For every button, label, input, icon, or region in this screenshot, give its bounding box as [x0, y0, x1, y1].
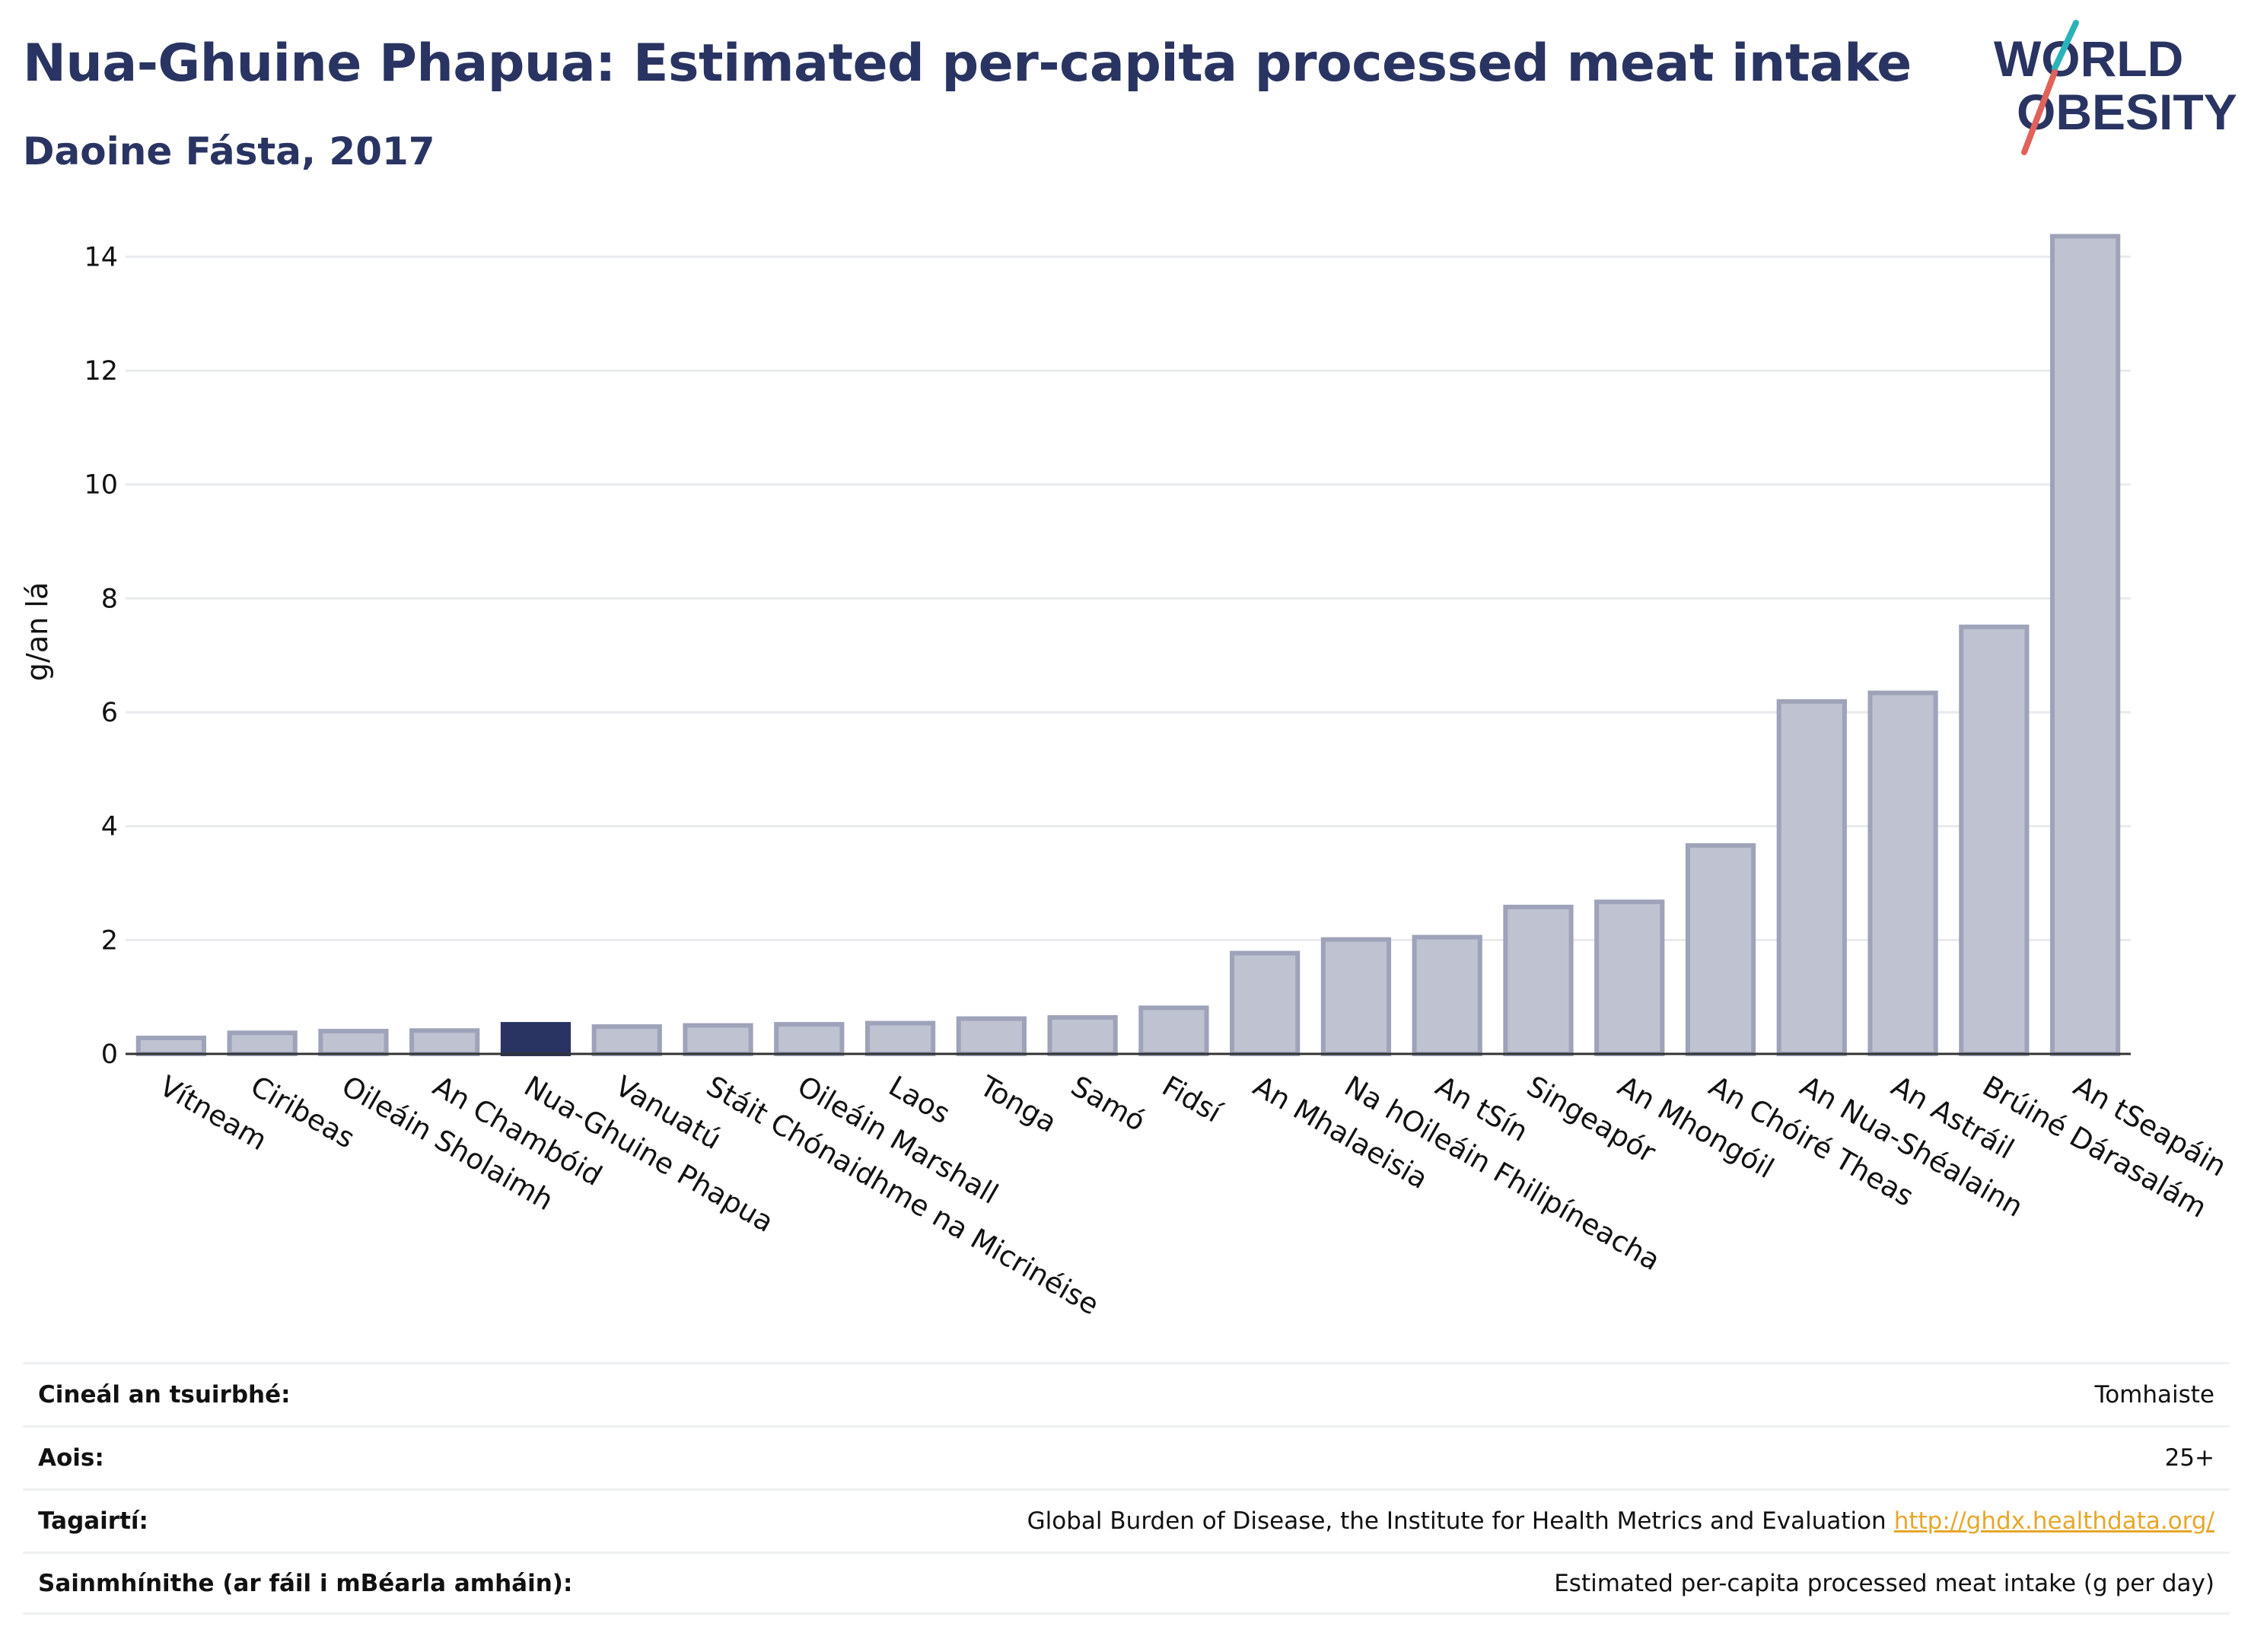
bar: [1320, 937, 1392, 1056]
bar: [864, 1020, 936, 1057]
meta-value: 25+: [2164, 1444, 2214, 1472]
meta-row-survey-type: Cineál an tsuirbhé: Tomhaiste: [23, 1362, 2230, 1425]
bar: [500, 1022, 572, 1056]
bar: [409, 1028, 480, 1056]
bar: [1412, 934, 1482, 1056]
y-tick-label: 8: [101, 584, 118, 614]
bar: [1776, 699, 1847, 1057]
reference-text: Global Burden of Disease, the Institute …: [1027, 1507, 1886, 1535]
chart-subtitle: Daoine Fásta, 2017: [23, 129, 435, 173]
y-tick-label: 14: [84, 242, 118, 272]
bar: [1047, 1015, 1118, 1057]
meta-key: Sainmhínithe (ar fáil i mBéarla amháin):: [38, 1569, 573, 1597]
meta-row-references: Tagairtí: Global Burden of Disease, the …: [23, 1488, 2230, 1552]
bar: [2049, 234, 2121, 1057]
meta-value: Tomhaiste: [2094, 1381, 2214, 1408]
x-tick-label: Tonga: [973, 1069, 1062, 1139]
logo-slash-red: [2021, 69, 2058, 155]
meta-value: Estimated per-capita processed meat inta…: [1554, 1569, 2214, 1597]
logo-slash-teal: [2052, 20, 2079, 72]
y-tick-label: 12: [84, 356, 118, 387]
bar: [1685, 843, 1756, 1056]
logo-line1: WORLD: [1994, 30, 2183, 87]
bar: [1959, 624, 2030, 1056]
bar: [774, 1022, 845, 1056]
meta-key: Aois:: [38, 1444, 104, 1472]
bar: [591, 1024, 662, 1057]
meta-key: Cineál an tsuirbhé:: [38, 1381, 291, 1408]
reference-link[interactable]: http://ghdx.healthdata.org/: [1893, 1507, 2214, 1535]
bar: [1867, 690, 1938, 1056]
y-tick-label: 2: [101, 925, 118, 956]
world-obesity-logo: WORLD OBESITY: [1994, 20, 2237, 155]
y-axis-ticks: 0 2 4 6 8 10 12 14: [84, 242, 118, 1070]
x-tick-label: Fidsí: [1157, 1070, 1228, 1130]
meta-row-age: Aois: 25+: [23, 1425, 2230, 1488]
chart-title: Nua-Ghuine Phapua: Estimated per-capita …: [23, 33, 1912, 94]
y-tick-label: 10: [84, 470, 118, 501]
bar: [1503, 904, 1574, 1056]
bar: [318, 1029, 389, 1057]
bar: [1138, 1005, 1209, 1056]
meta-row-definition: Sainmhínithe (ar fáil i mBéarla amháin):…: [23, 1552, 2230, 1615]
bars: [135, 234, 2121, 1057]
x-tick-label: Samó: [1065, 1070, 1151, 1138]
bar: [1230, 950, 1301, 1056]
logo-line2: OBESITY: [2017, 84, 2237, 140]
meta-value-references: Global Burden of Disease, the Institute …: [1027, 1507, 2214, 1535]
y-axis-label: g/an lá: [21, 582, 54, 681]
meta-key: Tagairtí:: [38, 1507, 148, 1535]
bar: [227, 1030, 298, 1057]
metadata-table: Cineál an tsuirbhé: Tomhaiste Aois: 25+ …: [23, 1362, 2230, 1615]
bar: [683, 1023, 753, 1056]
y-tick-label: 4: [101, 812, 118, 842]
bar: [1594, 899, 1665, 1056]
y-tick-label: 0: [101, 1039, 118, 1070]
bar: [956, 1016, 1027, 1057]
y-tick-label: 6: [101, 698, 118, 728]
bar: [135, 1036, 207, 1056]
